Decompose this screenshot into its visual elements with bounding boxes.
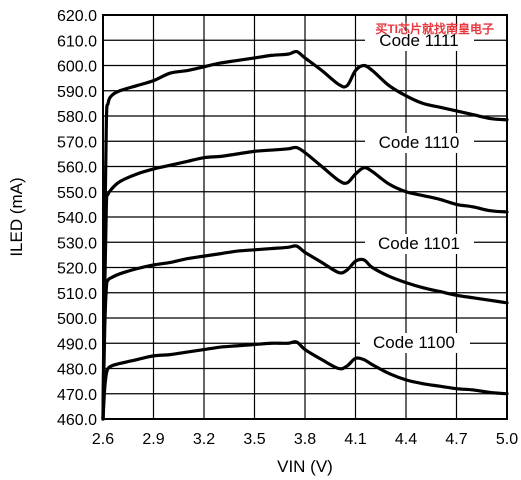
y-tick-label: 620.0	[57, 8, 97, 25]
x-tick-label: 3.8	[294, 431, 316, 448]
y-tick-label: 600.0	[57, 59, 97, 76]
x-tick-label: 4.7	[445, 431, 467, 448]
series-label-bg	[366, 133, 473, 153]
series-line	[101, 49, 509, 421]
x-tick-label: 2.9	[142, 431, 164, 448]
x-tick-label: 4.1	[344, 431, 366, 448]
y-tick-label: 540.0	[57, 210, 97, 227]
y-tick-label: 480.0	[57, 362, 97, 379]
series-label: Code 1101	[378, 234, 460, 253]
series-label: Code 1100	[373, 333, 455, 352]
grid-lines	[103, 15, 507, 419]
x-tick-label: 3.2	[193, 431, 215, 448]
series-label-bg	[366, 234, 473, 254]
x-tick-labels: 2.6 2.9 3.2 3.5 3.8 4.1 4.4 4.7 5.0	[92, 431, 518, 448]
x-tick-label: 3.5	[243, 431, 265, 448]
watermark: 买TI芯片就找南皇电子	[375, 21, 494, 36]
series-label: Code 1110	[379, 133, 460, 152]
y-tick-label: 460.0	[57, 412, 97, 429]
y-tick-label: 520.0	[57, 261, 97, 278]
series-labels: Code 1111 Code 1110 Code 1101 Code 1100	[361, 31, 473, 353]
y-tick-label: 470.0	[57, 387, 97, 404]
y-tick-label: 510.0	[57, 286, 97, 303]
y-tick-label: 490.0	[57, 336, 97, 353]
y-axis-label: ILED (mA)	[7, 177, 26, 256]
x-tick-label: 4.4	[395, 431, 417, 448]
y-tick-label: 610.0	[57, 33, 97, 50]
series-line	[101, 145, 509, 421]
y-tick-label: 550.0	[57, 185, 97, 202]
series-lines	[101, 49, 509, 421]
series-line	[101, 244, 509, 421]
y-tick-label: 570.0	[57, 134, 97, 151]
x-tick-label: 5.0	[496, 431, 518, 448]
y-tick-label: 530.0	[57, 235, 97, 252]
y-tick-label: 500.0	[57, 311, 97, 328]
plot-frame	[102, 14, 508, 420]
y-tick-label: 560.0	[57, 160, 97, 177]
x-tick-label: 2.6	[92, 431, 114, 448]
series-label-bg	[361, 333, 469, 353]
series-line	[101, 340, 509, 421]
series-label-bg	[366, 31, 473, 51]
series-label: Code 1111	[379, 31, 458, 50]
y-tick-labels: 460.0 470.0 480.0 490.0 500.0 510.0 520.0 530.0…	[57, 8, 97, 429]
y-tick-label: 580.0	[57, 109, 97, 126]
x-axis-label: VIN (V)	[277, 457, 333, 476]
y-tick-label: 590.0	[57, 84, 97, 101]
